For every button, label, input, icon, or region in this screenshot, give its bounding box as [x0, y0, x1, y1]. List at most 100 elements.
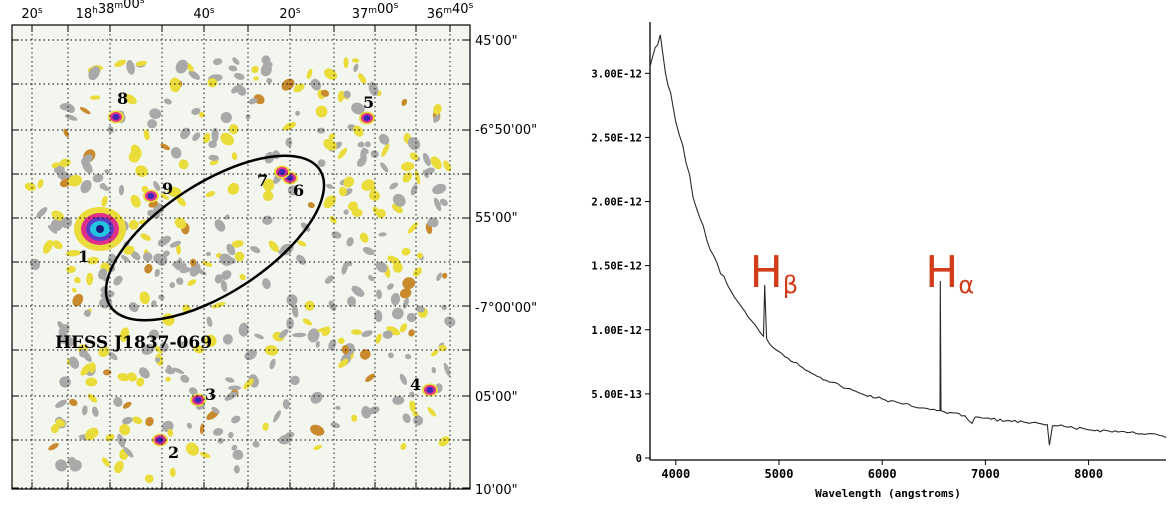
- contour-blob: [358, 73, 367, 84]
- contour-blob: [141, 343, 155, 355]
- contour-blob: [224, 391, 238, 401]
- contour-blob: [174, 217, 187, 229]
- contour-blob: [232, 57, 240, 65]
- contour-blob: [214, 274, 223, 284]
- x-ray-source-8: [108, 110, 124, 124]
- contour-blob: [50, 423, 60, 434]
- spectrum-panel: 0 5.00E-13 1.00E-12 1.50E-12 2.00E-12 2.50E-1…: [572, 0, 1168, 502]
- contour-blob: [433, 104, 442, 115]
- contour-blob: [443, 362, 451, 377]
- contour-blob: [438, 436, 450, 447]
- contour-blob: [101, 457, 110, 467]
- contour-blob: [422, 152, 431, 167]
- contour-blob: [67, 175, 83, 187]
- contour-blob: [368, 275, 375, 282]
- source-label-6: 6: [293, 181, 304, 200]
- ra-tick-label: 40s: [193, 6, 215, 22]
- contour-blob: [290, 375, 300, 386]
- contour-blob: [169, 77, 181, 93]
- contour-blob: [220, 111, 232, 124]
- contour-blob: [286, 294, 298, 306]
- contour-blob: [302, 318, 313, 326]
- contour-blob: [372, 206, 380, 216]
- spectrum-line: [649, 34, 1167, 446]
- contour-blob: [343, 209, 349, 215]
- contour-blob: [414, 169, 421, 185]
- contour-blob: [407, 222, 419, 234]
- contour-blob: [220, 270, 232, 280]
- dec-tick-label: 05'00": [475, 390, 518, 405]
- contour-blob: [387, 352, 394, 359]
- contour-blob: [80, 154, 93, 165]
- contour-blob: [189, 258, 197, 267]
- contour-blob: [145, 416, 154, 427]
- contour-blob: [228, 124, 239, 135]
- contour-blob: [192, 132, 201, 142]
- contour-blob: [343, 57, 349, 69]
- contour-blob: [148, 329, 160, 340]
- contour-blob: [232, 449, 244, 460]
- contour-blob: [66, 249, 81, 257]
- contour-blob: [296, 254, 306, 265]
- dec-tick-label: -6°50'00": [475, 123, 537, 138]
- contour-blob: [317, 159, 326, 168]
- contour-blob: [328, 339, 337, 351]
- ra-tick-label: 18h38m00s: [76, 0, 145, 22]
- contour-blob: [279, 329, 289, 339]
- contour-blob: [320, 89, 330, 97]
- contour-blob: [323, 138, 337, 151]
- contour-blob: [433, 114, 440, 123]
- contour-blob: [225, 377, 235, 383]
- contour-blob: [387, 283, 394, 290]
- dec-tick-label: -7°00'00": [475, 301, 537, 316]
- contour-blob: [119, 327, 130, 342]
- contour-blob: [399, 373, 408, 386]
- dec-tick-label: 55'00": [475, 211, 518, 226]
- source-label-8: 8: [117, 89, 128, 108]
- contour-blob: [139, 367, 150, 379]
- contour-blob: [176, 277, 184, 285]
- contour-blob: [214, 219, 226, 232]
- hess-source-ellipse: [104, 154, 326, 322]
- contour-blob: [233, 72, 245, 80]
- ra-tick-label: 20s: [279, 6, 301, 22]
- contour-blob: [79, 107, 91, 115]
- contour-blob: [211, 302, 226, 309]
- contour-blob: [374, 309, 383, 323]
- contour-blob: [341, 261, 349, 275]
- contour-blob: [399, 323, 408, 333]
- contour-blob: [297, 240, 307, 247]
- contour-blob: [250, 245, 261, 254]
- contour-blob: [126, 59, 135, 75]
- contour-blob: [176, 244, 181, 255]
- contour-blob: [51, 162, 60, 169]
- contour-blob: [352, 125, 364, 137]
- contour-blob: [147, 119, 157, 129]
- contour-blob: [335, 405, 341, 410]
- contour-blob: [80, 179, 92, 194]
- contour-blob: [36, 207, 48, 219]
- contour-blob: [266, 78, 273, 84]
- contour-blob: [59, 102, 74, 111]
- contour-blob: [86, 272, 94, 286]
- x-tick-label: 4000: [661, 467, 690, 481]
- dec-tick-label: 10'00": [475, 483, 518, 498]
- contour-blob: [400, 442, 407, 450]
- contour-blob: [310, 424, 325, 436]
- contour-blob: [140, 233, 151, 241]
- contour-blob: [310, 78, 322, 91]
- contour-blob: [248, 98, 258, 105]
- contour-blob: [234, 251, 245, 262]
- contour-blob: [123, 245, 135, 255]
- contour-blob: [231, 415, 241, 424]
- contour-blob: [87, 393, 98, 403]
- contour-blob: [98, 346, 110, 358]
- contour-blob: [323, 195, 336, 209]
- contour-blob: [24, 182, 37, 191]
- contour-blob: [165, 376, 171, 382]
- contour-blob: [307, 202, 315, 209]
- contour-blob: [220, 132, 234, 146]
- source-label-9: 9: [162, 179, 173, 198]
- contour-blob: [368, 81, 379, 97]
- contour-blob: [444, 316, 456, 327]
